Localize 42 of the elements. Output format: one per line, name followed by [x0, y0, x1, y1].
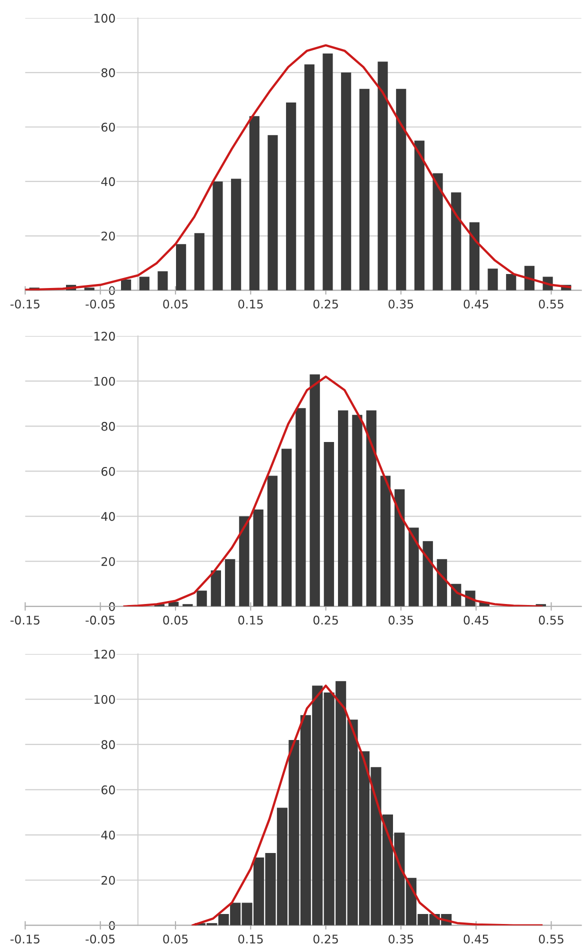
x-tick-label: 0.15 — [238, 300, 263, 309]
y-tick-label: 80 — [101, 740, 115, 750]
x-tick-label: -0.05 — [86, 300, 115, 309]
x-tick-label: 0.45 — [464, 616, 488, 625]
x-tick-label: 0.25 — [313, 934, 338, 944]
y-tick-label: 60 — [102, 466, 115, 476]
x-tick-label: -0.05 — [86, 616, 115, 625]
x-tick-label: 0.05 — [163, 300, 188, 309]
x-tick-label: 0.35 — [388, 934, 414, 944]
line-series — [192, 684, 543, 926]
x-tick-label: 0.25 — [313, 300, 338, 309]
y-tick-label: 120 — [94, 650, 115, 659]
y-tick-label: 100 — [94, 376, 115, 386]
x-tick-label: 0.15 — [238, 616, 263, 625]
y-tick-label: 20 — [102, 557, 115, 566]
x-tick-label: 0.25 — [313, 616, 338, 625]
x-tick-label: 0.45 — [464, 300, 488, 309]
y-tick-label: 60 — [102, 122, 115, 132]
x-tick-label: -0.05 — [86, 934, 115, 944]
y-tick-label: 100 — [94, 694, 115, 704]
y-tick-label: 120 — [94, 332, 115, 341]
x-tick-label: 0.35 — [388, 300, 414, 309]
x-tick-label: 0.55 — [538, 300, 564, 309]
y-tick-label: 20 — [102, 876, 115, 885]
y-tick-label: 60 — [102, 785, 115, 794]
y-tick-label: 40 — [101, 830, 115, 840]
x-tick-label: 0.05 — [163, 934, 188, 944]
x-tick-label: 0.15 — [238, 934, 263, 944]
x-tick-label: 0.55 — [538, 616, 564, 625]
y-tick-label: 100 — [94, 14, 115, 23]
x-tick-label: -0.15 — [10, 300, 40, 309]
y-tick-label: 40 — [101, 177, 115, 186]
y-tick-label: 40 — [101, 512, 115, 521]
y-tick-label: 20 — [102, 232, 115, 241]
y-tick-label: 80 — [101, 68, 115, 78]
x-tick-label: -0.15 — [10, 616, 40, 625]
y-tick-label: 80 — [101, 422, 115, 431]
x-tick-label: 0.35 — [388, 616, 414, 625]
x-tick-label: 0.05 — [163, 616, 188, 625]
x-tick-label: 0.55 — [538, 934, 564, 944]
x-tick-label: -0.15 — [10, 934, 40, 944]
x-tick-label: 0.45 — [464, 934, 488, 944]
